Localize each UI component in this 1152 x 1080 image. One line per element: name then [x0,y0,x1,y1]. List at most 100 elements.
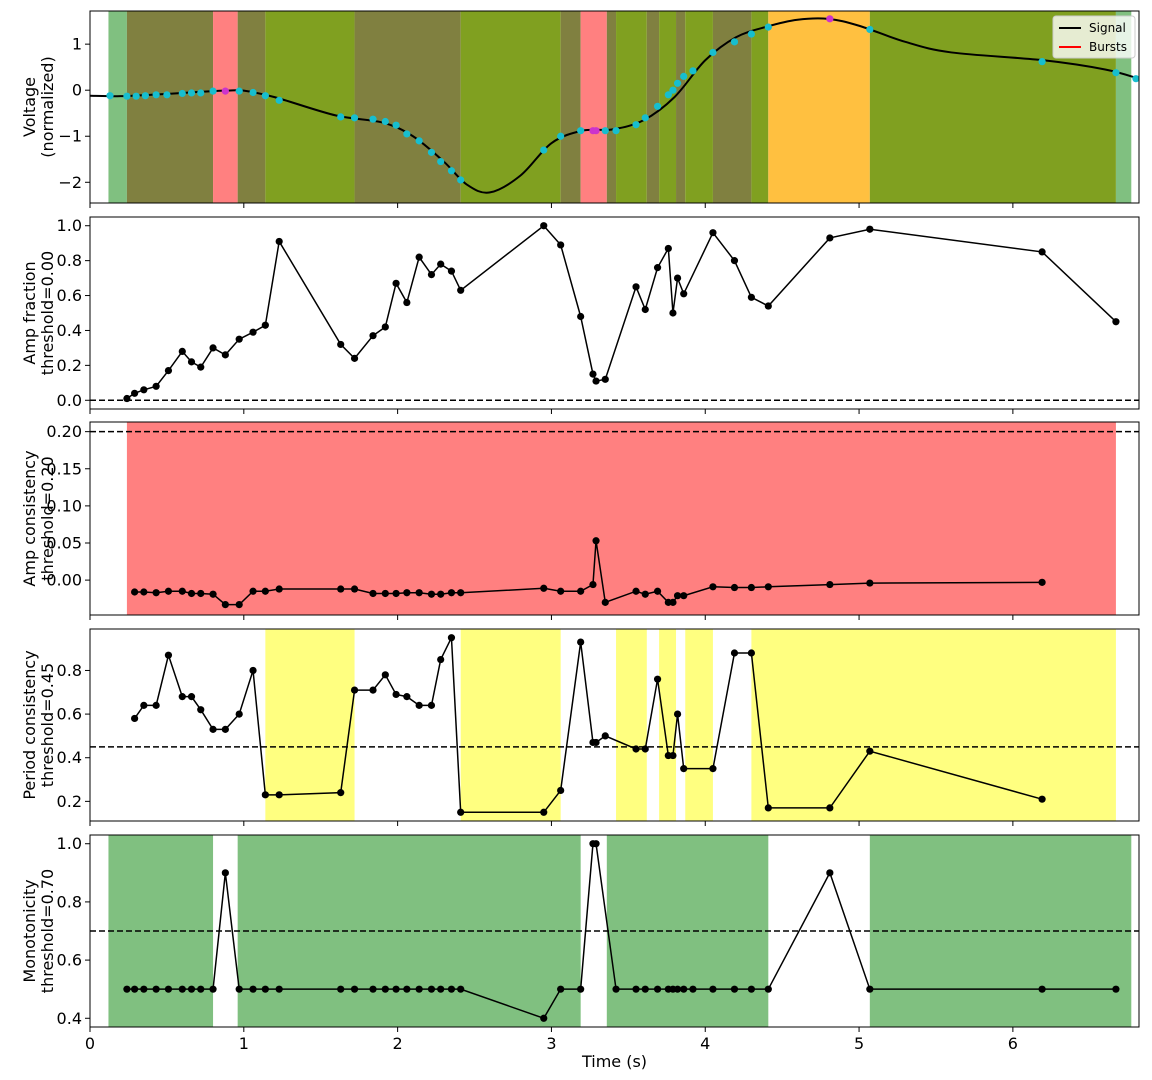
data-point [669,598,677,606]
data-point [557,786,565,795]
panel-monotonicity: 0.4 0.6 0.8 1.0 0 1 2 3 4 5 6 Monotonicitythreshold… [20,834,1140,1053]
data-point [350,585,359,593]
extremum-point [764,23,772,31]
data-point [653,264,662,272]
panel-amp-consistency: 0.00 0.05 0.10 0.15 0.20 Amp consistencythres… [20,421,1140,620]
data-point [381,671,389,679]
shaded-region [460,11,561,203]
data-point [540,808,548,816]
y-tick-label: 0.00 [46,571,82,590]
y-tick-label: 1.0 [57,834,82,853]
data-point [337,340,345,349]
data-layer [123,840,1120,1022]
data-point [187,693,196,701]
data-point [261,587,269,595]
data-point [235,710,243,718]
extremum-point-magenta [592,127,600,135]
extremum-point [427,148,436,156]
data-point [641,305,649,314]
data-point [540,1014,548,1022]
data-point [249,587,257,595]
extremum-point [141,92,149,100]
extremum-point [163,91,171,99]
shaded-region [616,629,647,821]
series-line [126,224,1117,400]
data-point [209,985,217,993]
y-axis-label: Voltage(normalized) [20,56,57,157]
data-point [197,706,205,714]
data-point [249,328,257,336]
data-point [1112,318,1120,326]
data-point [653,587,662,595]
y-tick-label: 0.4 [57,321,82,340]
y-axis-label: Period consistencythreshold=0.45 [20,650,57,799]
data-point [641,745,649,753]
y-tick-label: 0.2 [57,356,82,375]
data-point [275,237,283,246]
data-point [557,241,565,249]
data-point [123,394,131,403]
data-point [437,655,445,664]
y-tick-label: 0.2 [57,792,82,811]
data-point [632,985,640,993]
data-point [275,585,283,593]
extremum-point [1038,58,1046,66]
data-point [730,649,739,657]
extremum-point [689,67,697,75]
extremum-point [1132,75,1139,83]
shaded-region [768,11,870,203]
data-point [140,588,148,596]
data-point [209,725,217,733]
extremum-point [664,91,672,99]
data-point [730,583,739,592]
extremum-point [557,132,565,140]
data-point [221,601,229,609]
extremum-point [178,89,186,98]
data-point [369,332,377,340]
data-point [131,389,139,397]
shaded-region [126,422,1116,615]
shaded-region [460,629,561,821]
data-point [764,985,772,993]
extremum-point [730,38,739,46]
data-point [131,588,139,596]
legend-label: Signal [1089,21,1126,35]
extremum-point [123,92,131,100]
data-point [826,580,834,589]
data-point [221,725,229,733]
data-point [261,321,269,329]
data-point [197,363,205,371]
data-point [669,309,677,317]
regions [126,422,1116,615]
data-point [187,358,196,366]
y-tick-label: 0.8 [57,661,82,680]
axes-frame [89,421,1140,616]
y-axis-label: Monotonicitythreshold=0.70 [20,869,57,993]
data-point [275,791,283,799]
data-point [392,589,400,598]
data-point [673,274,682,282]
extremum-point [350,114,359,122]
data-point [669,751,677,760]
data-point [689,985,697,993]
extremum-point [866,25,874,34]
x-tick-label: 1 [239,1034,249,1053]
shaded-region [108,11,127,203]
data-point [164,985,173,993]
y-tick-label: −1 [58,127,82,146]
data-point [447,985,456,993]
shaded-region [213,11,238,203]
extremum-point [601,127,609,135]
y-axis-label: Amp fractionthreshold=0.00 [20,251,57,375]
data-point [178,985,186,993]
data-point [152,382,160,390]
data-point [866,747,874,755]
shaded-region [676,11,686,203]
extremum-point [261,92,269,100]
extremum-point [577,127,585,135]
extremum-point [369,115,377,123]
data-point [221,869,229,877]
data-point [632,745,640,753]
